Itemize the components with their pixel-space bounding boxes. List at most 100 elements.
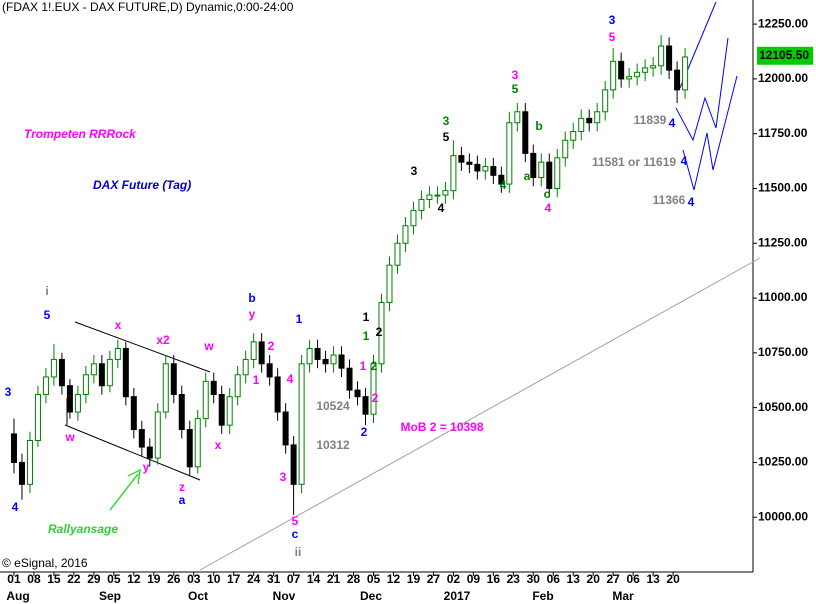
x-tick-label: 10: [207, 572, 221, 586]
wave-label: x2: [156, 333, 170, 347]
wave-label: 11581 or 11619: [592, 155, 676, 169]
candle-body: [330, 354, 337, 365]
x-tick-label: 27: [607, 572, 621, 586]
candle-body: [154, 411, 161, 459]
candle-body: [434, 194, 441, 197]
x-tick-label: 26: [167, 572, 181, 586]
wave-label: b: [248, 291, 255, 305]
x-tick-label: 09: [467, 572, 481, 586]
candle-body: [146, 446, 153, 459]
wave-label: 5: [512, 82, 519, 96]
x-tick-label: 05: [367, 572, 381, 586]
candle-body: [618, 60, 625, 80]
month-label: Aug: [6, 589, 29, 603]
candle-body: [634, 71, 641, 78]
x-tick-label: 27: [427, 572, 441, 586]
candle-body: [194, 418, 201, 468]
x-tick-label: 02: [447, 572, 461, 586]
candle-body: [546, 161, 553, 189]
candle-body: [554, 157, 561, 189]
wave-label: 3: [280, 470, 287, 484]
candle-body: [450, 155, 457, 192]
x-tick-label: 21: [327, 572, 341, 586]
candle-body: [346, 367, 353, 391]
candle-body: [378, 301, 385, 365]
wave-label: 3: [5, 385, 12, 399]
x-tick-label: 22: [67, 572, 81, 586]
candle-body: [506, 122, 513, 185]
x-tick-label: 13: [567, 572, 581, 586]
candle-body: [674, 69, 681, 91]
candle-body: [370, 363, 377, 415]
wave-label: 1: [363, 329, 370, 343]
candle-body: [138, 429, 145, 448]
candle-body: [658, 45, 665, 67]
candle-body: [18, 461, 25, 485]
x-tick-label: 28: [347, 572, 361, 586]
wave-label: 4: [669, 116, 676, 130]
candle-body: [202, 380, 209, 420]
candle-body: [58, 358, 65, 387]
y-tick-label: 11750.00: [758, 126, 808, 140]
candle-body: [426, 194, 433, 200]
x-tick-label: 20: [666, 572, 680, 586]
candle-body: [642, 67, 649, 73]
candle-body: [258, 341, 265, 365]
channel-line: [64, 424, 201, 481]
candle-body: [650, 65, 657, 69]
candle-body: [362, 396, 369, 415]
x-tick-label: 29: [87, 572, 101, 586]
candle-body: [562, 139, 569, 159]
wave-label: c: [292, 527, 299, 541]
candle-body: [386, 264, 393, 303]
wave-label: 5: [292, 514, 299, 528]
x-tick-label: 24: [247, 572, 261, 586]
candle-body: [530, 152, 537, 179]
chart-title: (FDAX 1!.EUX - DAX FUTURE,D) Dynamic,0:0…: [2, 0, 294, 14]
x-tick-label: 19: [147, 572, 161, 586]
candle-body: [306, 347, 313, 365]
trend-line: [199, 257, 761, 571]
wave-label: 5: [44, 308, 51, 322]
copyright: © eSignal, 2016: [2, 556, 88, 570]
y-tick-label: 12000.00: [758, 71, 808, 85]
candle-body: [66, 385, 73, 413]
x-tick-label: 15: [47, 572, 61, 586]
x-tick-label: 19: [407, 572, 421, 586]
x-tick-label: 03: [187, 572, 201, 586]
candle-body: [218, 393, 225, 426]
wave-label: 3: [609, 13, 616, 27]
y-tick-label: 10750.00: [758, 345, 808, 359]
candle-body: [250, 341, 257, 360]
wave-label: a: [179, 493, 186, 507]
x-tick-label: 12: [387, 572, 401, 586]
candle-body: [514, 111, 521, 124]
wave-label: c: [544, 187, 551, 201]
month-label: Feb: [532, 589, 553, 603]
candle-body: [274, 376, 281, 413]
candle-body: [10, 433, 17, 463]
candle-body: [570, 130, 577, 141]
candle-body: [34, 393, 41, 442]
wave-label: 10524: [316, 399, 350, 413]
x-tick-label: 06: [547, 572, 561, 586]
y-tick-label: 10000.00: [758, 509, 808, 523]
x-tick-label: 01: [7, 572, 21, 586]
x-tick-label: 30: [527, 572, 541, 586]
candle-body: [322, 358, 329, 365]
x-tick-label: 05: [107, 572, 121, 586]
candle-body: [466, 161, 473, 165]
wave-label: MoB 2 = 10398: [400, 420, 483, 434]
wave-label: 11366: [653, 193, 686, 207]
candle-body: [666, 45, 673, 71]
subtitle: DAX Future (Tag): [93, 178, 191, 192]
headline: Trompeten RRRock: [24, 127, 137, 141]
wave-label: i: [45, 284, 48, 298]
candle-body: [266, 363, 273, 378]
wave-label: x: [115, 318, 122, 332]
candle-body: [498, 174, 505, 185]
wave-label: 2: [376, 325, 383, 339]
x-tick-label: 17: [227, 572, 241, 586]
